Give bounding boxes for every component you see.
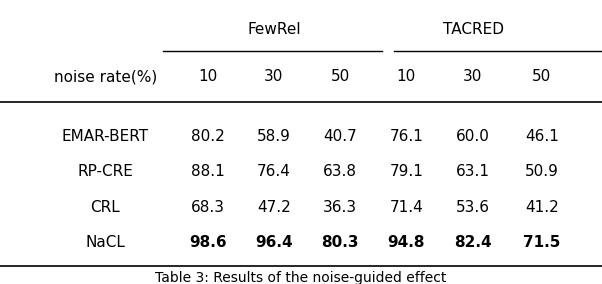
Text: 76.4: 76.4 [257, 164, 291, 179]
Text: 30: 30 [264, 69, 284, 84]
Text: CRL: CRL [90, 200, 120, 215]
Text: 50.9: 50.9 [525, 164, 559, 179]
Text: NaCL: NaCL [85, 235, 125, 250]
Text: 88.1: 88.1 [191, 164, 225, 179]
Text: 10: 10 [198, 69, 217, 84]
Text: Table 3: Results of the noise-guided effect: Table 3: Results of the noise-guided eff… [155, 271, 447, 284]
Text: 80.2: 80.2 [191, 129, 225, 144]
Text: 46.1: 46.1 [525, 129, 559, 144]
Text: noise rate(%): noise rate(%) [54, 69, 157, 84]
Text: 10: 10 [397, 69, 416, 84]
Text: 36.3: 36.3 [323, 200, 357, 215]
Text: 60.0: 60.0 [456, 129, 489, 144]
Text: RP-CRE: RP-CRE [78, 164, 133, 179]
Text: TACRED: TACRED [443, 22, 504, 37]
Text: 82.4: 82.4 [454, 235, 491, 250]
Text: 79.1: 79.1 [389, 164, 423, 179]
Text: 50: 50 [330, 69, 350, 84]
Text: 71.4: 71.4 [389, 200, 423, 215]
Text: FewRel: FewRel [247, 22, 301, 37]
Text: 76.1: 76.1 [389, 129, 423, 144]
Text: 47.2: 47.2 [257, 200, 291, 215]
Text: 96.4: 96.4 [255, 235, 293, 250]
Text: 98.6: 98.6 [189, 235, 226, 250]
Text: EMAR-BERT: EMAR-BERT [62, 129, 149, 144]
Text: 68.3: 68.3 [191, 200, 225, 215]
Text: 58.9: 58.9 [257, 129, 291, 144]
Text: 53.6: 53.6 [456, 200, 489, 215]
Text: 80.3: 80.3 [321, 235, 359, 250]
Text: 71.5: 71.5 [523, 235, 560, 250]
Text: 40.7: 40.7 [323, 129, 357, 144]
Text: 30: 30 [463, 69, 482, 84]
Text: 50: 50 [532, 69, 551, 84]
Text: 94.8: 94.8 [388, 235, 425, 250]
Text: 41.2: 41.2 [525, 200, 559, 215]
Text: 63.1: 63.1 [456, 164, 489, 179]
Text: 63.8: 63.8 [323, 164, 357, 179]
